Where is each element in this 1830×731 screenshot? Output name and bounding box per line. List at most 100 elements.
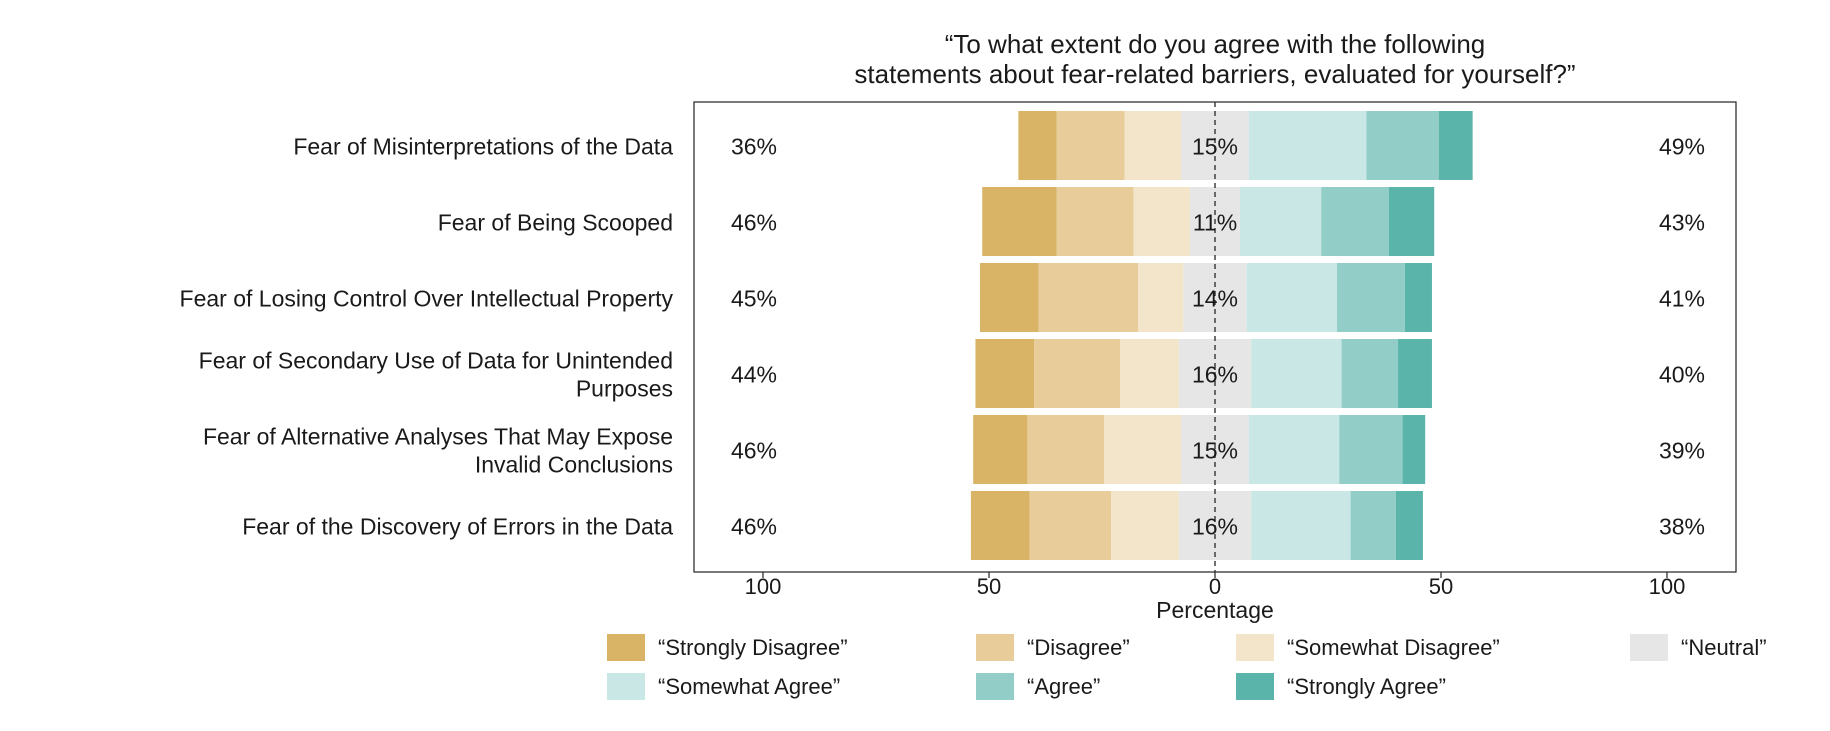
- bar-segment: [1018, 111, 1057, 180]
- category-label-line: Fear of Secondary Use of Data for Uninte…: [199, 348, 673, 374]
- category-label-line: Fear of Misinterpretations of the Data: [293, 134, 673, 160]
- legend-item: “Somewhat Disagree”: [1236, 634, 1500, 661]
- right-total-label: 38%: [1659, 514, 1705, 540]
- neutral-total-label: 11%: [1193, 210, 1237, 236]
- legend-item: “Strongly Agree”: [1236, 673, 1446, 700]
- bar-segment: [1056, 187, 1134, 256]
- bar-segment: [1027, 415, 1105, 484]
- bar-segment: [1366, 111, 1439, 180]
- bar-segment: [1251, 491, 1351, 560]
- x-axis: 100 50 0 50 100: [745, 572, 1686, 599]
- neutral-total-label: 15%: [1192, 134, 1238, 160]
- bar-segment: [1120, 339, 1179, 408]
- bar-segment: [1138, 263, 1184, 332]
- x-tick-label: 100: [1649, 574, 1686, 599]
- bar-segment: [979, 263, 1039, 332]
- bar-segment: [1034, 339, 1121, 408]
- legend-label: “Somewhat Disagree”: [1287, 635, 1500, 660]
- legend-item: “Somewhat Agree”: [607, 673, 840, 700]
- bar-segment: [1404, 263, 1432, 332]
- bars: [970, 111, 1473, 560]
- category-label-line: Invalid Conclusions: [475, 452, 673, 478]
- right-total-label: 39%: [1659, 438, 1705, 464]
- chart-title-line: “To what extent do you agree with the fo…: [945, 29, 1486, 59]
- bar-segment: [1246, 263, 1338, 332]
- bar-segment: [1248, 111, 1367, 180]
- right-total-label: 41%: [1659, 286, 1705, 312]
- bar-segment: [973, 415, 1028, 484]
- category-label-line: Fear of Losing Control Over Intellectual…: [180, 286, 674, 312]
- right-total-label: 43%: [1659, 210, 1705, 236]
- category-label-line: Purposes: [576, 376, 673, 402]
- left-total-label: 36%: [731, 134, 777, 160]
- neutral-total-label: 16%: [1192, 514, 1238, 540]
- category-label: Fear of Misinterpretations of the Data: [293, 134, 673, 160]
- neutral-total-label: 15%: [1192, 438, 1238, 464]
- bar-segment: [1438, 111, 1473, 180]
- x-tick-label: 50: [977, 574, 1001, 599]
- bar-segment: [1251, 339, 1342, 408]
- chart-title: “To what extent do you agree with the fo…: [854, 29, 1575, 89]
- legend-item: “Disagree”: [976, 634, 1130, 661]
- right-total-label: 40%: [1659, 362, 1705, 388]
- bar-segment: [1029, 491, 1112, 560]
- bar-segment: [1104, 415, 1182, 484]
- bar-segment: [1402, 415, 1426, 484]
- legend-item: “Strongly Disagree”: [607, 634, 848, 661]
- bar-segment: [982, 187, 1057, 256]
- legend-swatch: [1236, 634, 1274, 661]
- bar-segment: [1248, 415, 1340, 484]
- bar-segment: [1337, 263, 1405, 332]
- bar-segment: [1056, 111, 1125, 180]
- bar-segment: [1111, 491, 1179, 560]
- category-label-line: Fear of Alternative Analyses That May Ex…: [203, 424, 673, 450]
- legend-item: “Agree”: [976, 673, 1100, 700]
- legend-swatch: [1630, 634, 1668, 661]
- category-label: Fear of Losing Control Over Intellectual…: [180, 286, 674, 312]
- bar-segment: [1395, 491, 1423, 560]
- left-total-label: 46%: [731, 210, 777, 236]
- category-label: Fear of the Discovery of Errors in the D…: [242, 514, 673, 540]
- neutral-total-label: 16%: [1192, 362, 1238, 388]
- category-label: Fear of Alternative Analyses That May Ex…: [203, 424, 673, 478]
- legend-label: “Disagree”: [1027, 635, 1130, 660]
- x-tick-label: 100: [745, 574, 782, 599]
- legend-label: “Somewhat Agree”: [658, 674, 840, 699]
- right-total-label: 49%: [1659, 134, 1705, 160]
- neutral-total-label: 14%: [1192, 286, 1238, 312]
- legend-label: “Agree”: [1027, 674, 1100, 699]
- legend-label: “Strongly Disagree”: [658, 635, 848, 660]
- bar-segment: [1321, 187, 1390, 256]
- category-label-line: Fear of Being Scooped: [438, 210, 673, 236]
- legend-swatch: [976, 673, 1014, 700]
- legend-label: “Strongly Agree”: [1287, 674, 1446, 699]
- category-label: Fear of Being Scooped: [438, 210, 673, 236]
- bar-segment: [1341, 339, 1399, 408]
- left-total-label: 46%: [731, 438, 777, 464]
- x-axis-label: Percentage: [1156, 597, 1274, 623]
- legend-swatch: [607, 673, 645, 700]
- bar-segment: [1339, 415, 1403, 484]
- legend-swatch: [976, 634, 1014, 661]
- bar-segment: [975, 339, 1035, 408]
- bar-segment: [1038, 263, 1139, 332]
- bar-segment: [1124, 111, 1182, 180]
- bar-segment: [970, 491, 1030, 560]
- bar-segment: [1389, 187, 1435, 256]
- bar-segment: [1239, 187, 1322, 256]
- legend-item: “Neutral”: [1630, 634, 1767, 661]
- legend-swatch: [607, 634, 645, 661]
- chart-title-line: statements about fear-related barriers, …: [854, 59, 1575, 89]
- legend-swatch: [1236, 673, 1274, 700]
- category-label: Fear of Secondary Use of Data for Uninte…: [199, 348, 673, 402]
- legend: “Strongly Disagree” “Disagree” “Somewhat D…: [607, 634, 1767, 700]
- x-tick-label: 0: [1209, 574, 1221, 599]
- left-total-label: 44%: [731, 362, 777, 388]
- bar-segment: [1398, 339, 1432, 408]
- bar-segment: [1133, 187, 1191, 256]
- bar-segment: [1350, 491, 1396, 560]
- category-label-line: Fear of the Discovery of Errors in the D…: [242, 514, 673, 540]
- legend-label: “Neutral”: [1681, 635, 1767, 660]
